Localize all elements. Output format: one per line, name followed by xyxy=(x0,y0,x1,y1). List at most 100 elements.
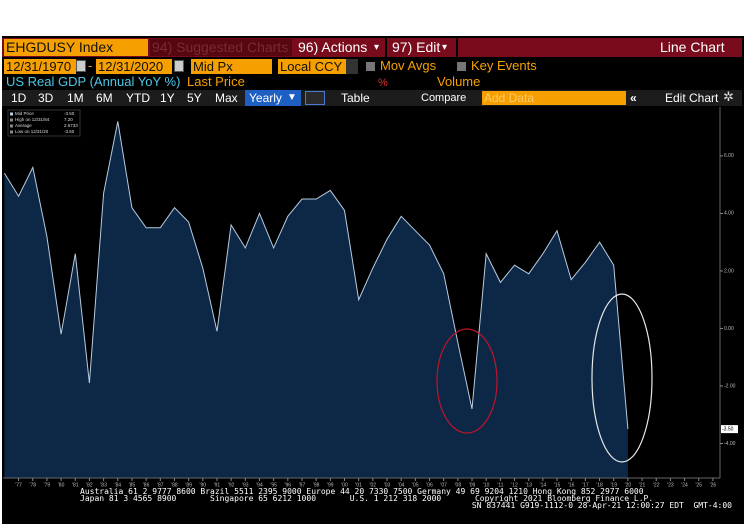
legend-swatch xyxy=(10,118,13,122)
price-type[interactable]: Mid Px xyxy=(191,59,272,74)
x-tick-label: '94 xyxy=(256,482,263,488)
x-tick-label: '89 xyxy=(185,482,192,488)
legend-swatch xyxy=(10,130,13,134)
x-tick-label: '04 xyxy=(398,482,405,488)
legend-value: -3.50 xyxy=(64,129,75,134)
x-tick-label: '02 xyxy=(370,482,377,488)
x-tick-label: '98 xyxy=(313,482,320,488)
period-button[interactable]: 5Y xyxy=(187,91,202,105)
x-tick-label: '20 xyxy=(625,482,632,488)
ticker-field[interactable]: EHGDUSY Index xyxy=(4,39,148,56)
legend-box xyxy=(7,109,81,137)
annotation-ellipse xyxy=(436,328,498,434)
edit-caret: ▾ xyxy=(442,42,448,53)
x-tick-label: '84 xyxy=(115,482,122,488)
period-button[interactable]: 3D xyxy=(38,91,54,105)
y-tick-label: 0.00 xyxy=(724,326,734,332)
x-tick-label: '00 xyxy=(341,482,348,488)
y-tick-label: 4.00 xyxy=(724,211,734,217)
period-button[interactable]: YTD xyxy=(126,91,150,105)
x-tick-label: '79 xyxy=(44,482,51,488)
x-tick-label: '91 xyxy=(214,482,221,488)
x-tick-label: '07 xyxy=(440,482,447,488)
x-tick-label: '93 xyxy=(242,482,249,488)
x-tick-label: '80 xyxy=(58,482,65,488)
x-tick-label: '06 xyxy=(426,482,433,488)
collapse-icon[interactable]: « xyxy=(630,91,637,105)
x-tick-label: '08 xyxy=(455,482,462,488)
period-button[interactable]: 1Y xyxy=(160,91,175,105)
x-tick-label: '81 xyxy=(72,482,79,488)
frequency[interactable]: Yearly xyxy=(245,90,301,106)
key-events[interactable]: Key Events xyxy=(471,58,537,73)
legend-value: -3.50 xyxy=(64,111,75,116)
x-tick-label: '86 xyxy=(143,482,150,488)
dropdown-button[interactable] xyxy=(346,59,358,74)
period-button[interactable]: 6M xyxy=(96,91,113,105)
start-date[interactable]: 12/31/1970 xyxy=(4,59,76,74)
legend-label: Low on 12/31/20 xyxy=(15,129,49,134)
edit-chart[interactable]: Edit Chart xyxy=(665,91,719,105)
frequency-caret: ▼ xyxy=(287,92,297,103)
x-tick-label: '15 xyxy=(554,482,561,488)
currency[interactable]: Local CCY xyxy=(278,59,358,74)
separator xyxy=(456,38,458,57)
edit-menu[interactable]: 97) Edit xyxy=(392,39,441,55)
x-tick-label: '12 xyxy=(511,482,518,488)
actions-menu[interactable]: 96) Actions xyxy=(298,39,368,55)
footer-contacts: Japan 81 3 4565 8900 Singapore 65 6212 1… xyxy=(80,494,654,503)
x-tick-label: '97 xyxy=(299,482,306,488)
checkbox[interactable] xyxy=(457,62,466,71)
x-tick-label: '88 xyxy=(171,482,178,488)
x-tick-label: '14 xyxy=(540,482,547,488)
actions-caret: ▾ xyxy=(374,42,380,53)
compare-button[interactable]: Compare xyxy=(421,92,467,104)
unit: % xyxy=(378,77,388,89)
footer-contacts: Australia 61 2 9777 8600 Brazil 5511 239… xyxy=(80,487,644,496)
mov-avgs[interactable]: Mov Avgs xyxy=(380,58,437,73)
checkbox[interactable] xyxy=(366,62,375,71)
x-tick-label: '24 xyxy=(681,482,688,488)
x-tick-label: '21 xyxy=(639,482,646,488)
x-tick-label: '18 xyxy=(596,482,603,488)
footer-session: SN 837441 G919-1112-0 28-Apr-21 12:00:27… xyxy=(471,501,732,510)
annotation-ellipse xyxy=(591,293,653,463)
security-name: US Real GDP (Annual YoY %) xyxy=(6,74,181,89)
last-value-label: -3.50 xyxy=(722,426,734,432)
end-date[interactable]: 12/31/2020 xyxy=(96,59,172,74)
x-tick-label: '82 xyxy=(86,482,93,488)
period-button[interactable]: Max xyxy=(215,91,238,105)
calendar-icon[interactable] xyxy=(76,60,86,72)
period-button[interactable]: 1M xyxy=(67,91,84,105)
y-tick-label: -4.00 xyxy=(724,441,736,447)
x-tick-label: '11 xyxy=(497,482,503,488)
legend-swatch xyxy=(10,124,13,128)
settings-icon[interactable]: ✲ xyxy=(723,89,734,104)
area xyxy=(4,121,628,479)
x-tick-label: '90 xyxy=(200,482,207,488)
x-tick-label: '13 xyxy=(525,482,532,488)
chart-type[interactable]: Line Chart xyxy=(660,39,725,55)
legend-value: 2.6733 xyxy=(64,123,78,128)
x-tick-label: '10 xyxy=(483,482,490,488)
last-value-tag xyxy=(721,425,738,434)
calendar-icon[interactable] xyxy=(174,60,184,72)
add-data[interactable]: Add Data xyxy=(482,91,626,105)
period-button[interactable]: 1D xyxy=(11,91,27,105)
x-tick-label: '92 xyxy=(228,482,235,488)
x-tick-label: '17 xyxy=(582,482,589,488)
chart-icon[interactable] xyxy=(305,91,325,105)
x-tick-label: '26 xyxy=(710,482,717,488)
suggested-charts[interactable]: 94) Suggested Charts xyxy=(150,39,292,56)
x-tick-label: '05 xyxy=(412,482,419,488)
x-tick-label: '96 xyxy=(285,482,292,488)
x-tick-label: '87 xyxy=(157,482,164,488)
dash: - xyxy=(88,58,93,73)
volume: Volume xyxy=(437,74,481,89)
x-tick-label: '22 xyxy=(653,482,660,488)
table-button[interactable]: Table xyxy=(341,91,370,105)
x-tick-label: '77 xyxy=(15,482,22,488)
legend-label: Mid Price xyxy=(15,111,34,116)
